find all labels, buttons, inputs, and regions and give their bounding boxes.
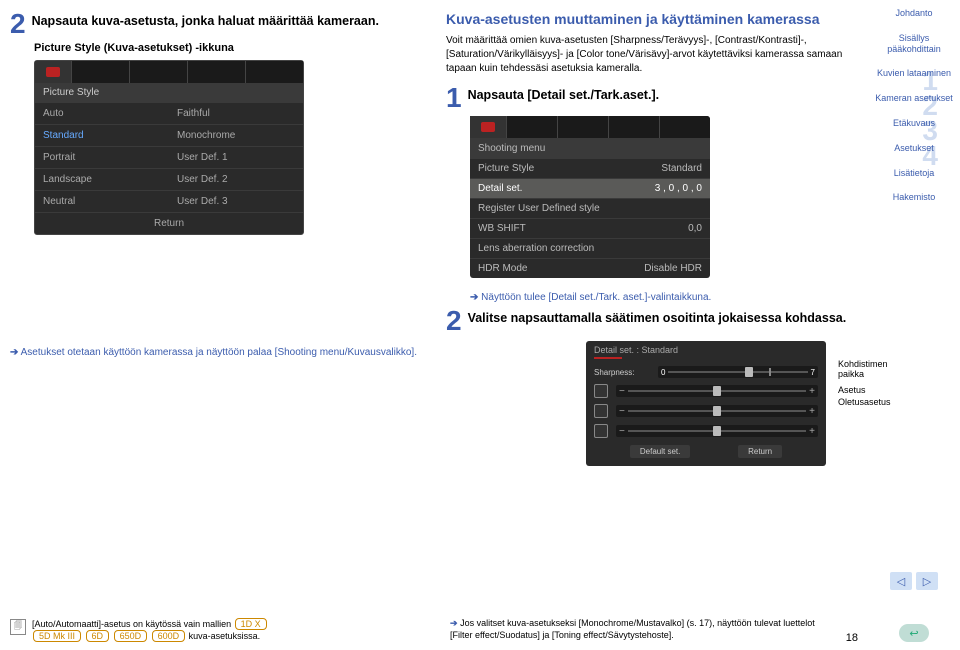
sharpness-label: Sharpness: [594,368,652,377]
leader-default: Oletusasetus [838,397,891,407]
contrast-icon [594,384,608,398]
row-hdr[interactable]: HDR Mode [478,263,527,274]
nav-next-button[interactable]: ▷ [916,572,938,590]
model-badge: 1D X [235,618,267,630]
style-portrait[interactable]: Portrait [35,146,169,168]
arrow-icon: ➔ [470,292,478,303]
panel-title: Picture Style [35,83,303,102]
style-standard[interactable]: Standard [35,124,169,146]
step2-subtitle: Picture Style (Kuva-asetukset) -ikkuna [34,42,430,54]
panel-tab[interactable] [71,61,129,83]
sidebar-item-download[interactable]: 1Kuvien lataaminen [872,68,956,79]
row-wb-val: 0,0 [688,223,702,234]
right-column: Kuva-asetusten muuttaminen ja käyttämine… [446,10,858,466]
step2-title: Napsauta kuva-asetusta, jonka haluat mää… [32,10,379,29]
style-neutral[interactable]: Neutral [35,190,169,212]
note2-text: Näyttöön tulee [Detail set./Tark. aset.]… [481,292,711,303]
detail-set-panel: Detail set. : Standard Sharpness: 0 7 [586,341,826,466]
model-badge: 5D Mk III [33,630,81,642]
step-number-1: 1 [446,84,462,112]
footnote-right: ➔ Jos valitset kuva-asetukseksi [Monochr… [450,617,830,642]
step-number-2b: 2 [446,307,462,335]
footnote-left: 🗐 [Auto/Automaatti]-asetus on käytössä v… [10,618,410,642]
panel-tab[interactable] [506,116,557,138]
panel-tab[interactable] [659,116,710,138]
leader-setting: Asetus [838,385,866,395]
style-landscape[interactable]: Landscape [35,168,169,190]
sidebar: Johdanto Sisällys pääkohdittain 1Kuvien … [868,0,960,650]
row-lens[interactable]: Lens aberration correction [478,243,594,254]
nav-back-button[interactable]: ↩ [899,624,929,642]
row-ps[interactable]: Picture Style [478,163,534,174]
shooting-menu-panel: Shooting menu Picture Style Standard Deta… [470,116,710,278]
footnote-right-text: Jos valitset kuva-asetukseksi [Monochrom… [450,618,815,641]
sidebar-item-index[interactable]: Hakemisto [872,192,956,203]
model-badge: 650D [114,630,148,642]
nav-prev-button[interactable]: ◁ [890,572,912,590]
panel-tab[interactable] [245,61,303,83]
step2b-title: Valitse napsauttamalla säätimen osoitint… [468,307,847,326]
contrast-slider[interactable]: −+ [616,385,818,397]
slider-min: 0 [658,368,668,377]
page-number: 18 [846,632,858,644]
left-note: ➔ Asetukset otetaan käyttöön kamerassa j… [10,347,430,358]
sidebar-item-settings[interactable]: 4Asetukset [872,143,956,154]
section-body: Voit määrittää omien kuva-asetusten [Sha… [446,34,858,76]
left-column: 2 Napsauta kuva-asetusta, jonka haluat m… [10,10,430,466]
row-register[interactable]: Register User Defined style [478,203,600,214]
nav-arrows: ◁ ▷ [872,572,956,590]
slider-max: 7 [808,368,818,377]
sharpness-slider[interactable]: 0 7 [658,366,818,378]
panel-tab[interactable] [557,116,608,138]
row-ps-val: Standard [661,163,702,174]
style-monochrome[interactable]: Monochrome [169,124,303,146]
style-userdef2[interactable]: User Def. 2 [169,168,303,190]
row-detail[interactable]: Detail set. [478,183,522,194]
style-userdef3[interactable]: User Def. 3 [169,190,303,212]
style-auto[interactable]: Auto [35,102,169,124]
sidebar-item-more[interactable]: Lisätietoja [872,168,956,179]
footnote-left-a: [Auto/Automaatti]-asetus on käytössä vai… [32,619,231,629]
arrow-icon: ➔ [10,347,18,358]
footnote-left-b: kuva-asetuksissa. [189,631,261,641]
step-number-2: 2 [10,10,26,38]
picture-style-panel: Picture Style Auto Faithful Standard Mon… [34,60,304,235]
section-heading: Kuva-asetusten muuttaminen ja käyttämine… [446,10,858,28]
row-hdr-val: Disable HDR [644,263,702,274]
style-faithful[interactable]: Faithful [169,102,303,124]
model-badge: 6D [86,630,110,642]
sidebar-item-intro[interactable]: Johdanto [872,8,956,19]
sidebar-item-camera-settings[interactable]: 2Kameran asetukset [872,93,956,104]
sidebar-item-remote[interactable]: 3Etäkuvaus [872,118,956,129]
menu-title: Shooting menu [478,143,545,154]
sidebar-item-contents[interactable]: Sisällys pääkohdittain [872,33,956,55]
saturation-slider[interactable]: −+ [616,405,818,417]
detail-title: Detail set. : Standard [586,341,826,363]
default-set-button[interactable]: Default set. [630,445,690,458]
step1-title: Napsauta [Detail set./Tark.aset.]. [468,84,660,103]
colortone-slider[interactable]: −+ [616,425,818,437]
panel-tab[interactable] [129,61,187,83]
style-userdef1[interactable]: User Def. 1 [169,146,303,168]
picture-style-grid: Auto Faithful Standard Monochrome Portra… [35,102,303,212]
leader-pointer: Kohdistimen paikka [838,359,888,379]
camera-tab-icon[interactable] [35,61,71,83]
return-button[interactable]: Return [738,445,782,458]
colortone-icon [594,424,608,438]
note2: ➔ Näyttöön tulee [Detail set./Tark. aset… [470,292,858,303]
model-badge: 600D [152,630,186,642]
arrow-icon: ➔ [450,618,458,628]
saturation-icon [594,404,608,418]
row-wb[interactable]: WB SHIFT [478,223,526,234]
info-icon: 🗐 [10,619,26,635]
return-button[interactable]: Return [35,212,303,234]
camera-tab-icon[interactable] [470,116,506,138]
left-note-text: Asetukset otetaan käyttöön kamerassa ja … [21,347,417,358]
panel-tab[interactable] [608,116,659,138]
row-detail-val: 3 , 0 , 0 , 0 [655,183,702,194]
panel-tab[interactable] [187,61,245,83]
